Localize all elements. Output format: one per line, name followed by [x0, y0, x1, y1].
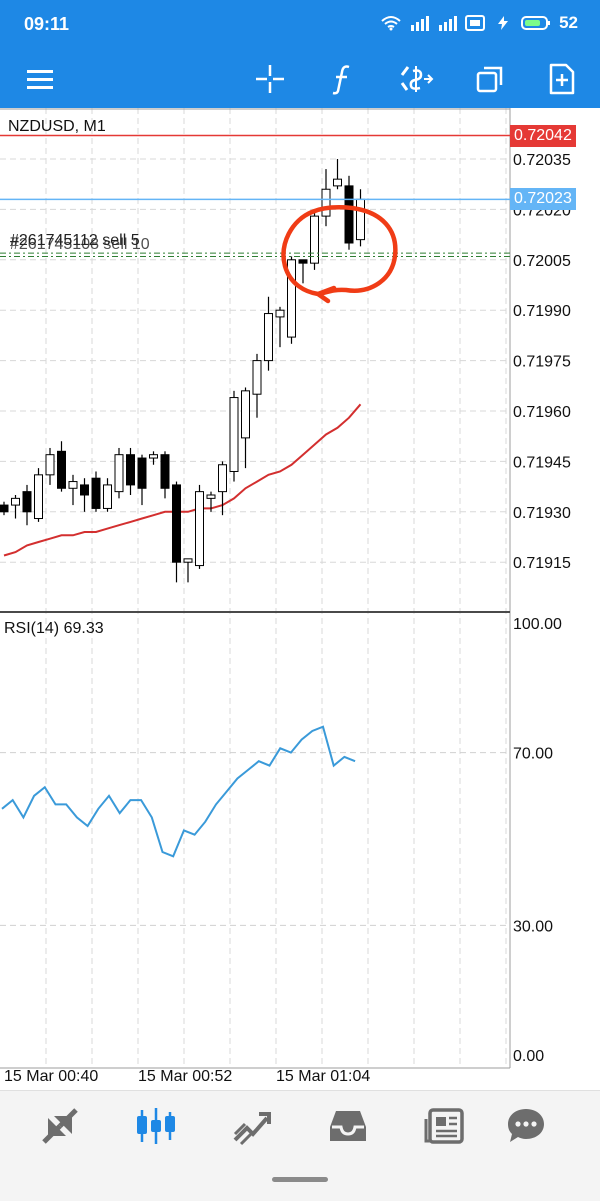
menu-icon — [27, 70, 53, 89]
price-tick-label: 0.72005 — [513, 253, 571, 270]
rsi-tick-label: 0.00 — [513, 1048, 544, 1065]
candle-body — [11, 497, 20, 506]
candle-body — [91, 477, 101, 509]
time-axis-label: 15 Mar 00:52 — [138, 1068, 232, 1085]
chart-canvas[interactable]: 0.720350.720200.720050.719900.719750.719… — [0, 108, 600, 1090]
candle-body — [160, 454, 170, 489]
candle-body — [172, 484, 181, 563]
battery-icon — [521, 16, 551, 30]
menu-button[interactable] — [18, 57, 62, 101]
candle-body — [206, 494, 216, 499]
bid-price-label: 0.72023 — [510, 188, 576, 210]
candle-body — [137, 457, 147, 489]
price-tick-label: 0.71960 — [513, 404, 571, 421]
wifi-icon — [381, 16, 401, 31]
trade-label-sell-10[interactable]: #261745108 sell 10 — [10, 236, 150, 253]
price-tick-label: 0.71915 — [513, 555, 571, 572]
candle-body — [114, 454, 124, 493]
candle-body — [310, 215, 319, 264]
candle-body — [195, 491, 204, 567]
candle-body — [80, 484, 89, 496]
candle-body — [321, 188, 331, 217]
candle-body — [287, 259, 296, 338]
candle-body — [22, 491, 32, 513]
app-header: 09:11 52 — [0, 0, 600, 108]
home-indicator[interactable] — [272, 1177, 328, 1182]
quotes-icon — [42, 1108, 78, 1144]
nav-trade[interactable] — [226, 1103, 278, 1149]
trade-icon — [233, 1112, 271, 1146]
rsi-label: RSI(14) 69.33 — [4, 620, 104, 637]
signal-icon — [439, 16, 458, 31]
candle-body — [57, 450, 66, 489]
crosshair-icon — [256, 65, 284, 93]
candle-body — [126, 454, 135, 486]
candle-body — [34, 474, 43, 520]
price-tick-label: 0.71945 — [513, 454, 571, 471]
status-time: 09:11 — [24, 14, 70, 34]
candle-body — [333, 178, 342, 187]
candle-body — [68, 481, 78, 489]
objects-button[interactable] — [395, 57, 439, 101]
price-tick-label: 0.71930 — [513, 505, 571, 522]
indicators-button[interactable] — [321, 57, 365, 101]
ask-price-label: 0.72042 — [510, 125, 576, 147]
signal-icon — [411, 16, 430, 31]
hd-voice-icon — [465, 15, 486, 31]
candle-body — [344, 185, 354, 244]
indicators-icon — [332, 65, 350, 95]
time-axis-label: 15 Mar 00:40 — [4, 1068, 98, 1085]
candle-body — [275, 309, 285, 318]
candle-body — [45, 454, 55, 476]
time-axis-label: 15 Mar 01:04 — [276, 1068, 370, 1085]
objects-icon — [400, 66, 434, 92]
new-order-button[interactable] — [540, 57, 584, 101]
crosshair-button[interactable] — [248, 57, 292, 101]
candle-body — [149, 454, 158, 459]
candle-body — [0, 504, 9, 513]
trade-label-sell-5[interactable]: #261745112 sell 5 — [10, 232, 140, 249]
candlestick-chart-icon — [137, 1108, 175, 1144]
nav-quotes[interactable] — [34, 1103, 86, 1149]
rsi-tick-label: 70.00 — [513, 746, 553, 763]
candle-body — [229, 397, 239, 472]
status-bar: 09:11 52 — [0, 0, 600, 50]
rsi-line — [1, 725, 356, 858]
candle-body — [264, 313, 273, 362]
news-icon — [424, 1108, 464, 1144]
nav-history[interactable] — [322, 1103, 374, 1149]
moving-average-line — [3, 403, 362, 557]
candle-body — [103, 484, 112, 509]
chart-toolbar — [0, 50, 600, 108]
price-tick-label: 0.71990 — [513, 303, 571, 320]
hand-drawn-annotation — [281, 204, 398, 304]
candle-body — [241, 390, 250, 439]
rsi-tick-label: 100.00 — [513, 616, 562, 633]
candle-body — [298, 259, 308, 264]
rsi-tick-label: 30.00 — [513, 918, 553, 935]
new-order-icon — [549, 63, 575, 95]
inbox-icon — [330, 1111, 366, 1141]
candle-body — [356, 198, 365, 241]
price-tick-label: 0.72035 — [513, 152, 571, 169]
charging-icon — [498, 16, 509, 30]
bottom-navigation — [0, 1090, 600, 1201]
chat-icon — [508, 1109, 544, 1142]
symbol-label: NZDUSD, M1 — [8, 118, 106, 135]
battery-level: 52 — [559, 13, 578, 32]
nav-chart[interactable] — [130, 1103, 182, 1149]
status-icons: 52 — [381, 13, 578, 33]
candle-body — [218, 464, 227, 493]
chart-area[interactable]: 0.72035 0.72020 0.72005 0.71990 0.71975 0.719… — [0, 108, 600, 1090]
nav-messages[interactable] — [500, 1103, 552, 1149]
nav-news[interactable] — [418, 1103, 470, 1149]
candle-body — [252, 360, 262, 395]
price-tick-label: 0.71975 — [513, 354, 571, 371]
timeframe-button[interactable] — [468, 57, 512, 101]
candle-body — [183, 558, 193, 563]
timeframe-icon — [476, 66, 503, 93]
